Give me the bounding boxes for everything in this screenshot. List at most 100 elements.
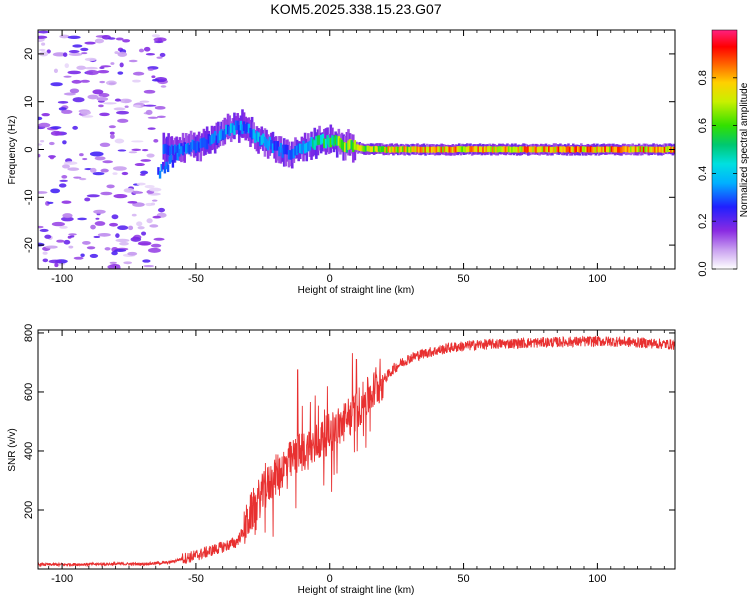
ridge-branch bbox=[171, 159, 175, 168]
noise-blob bbox=[138, 48, 145, 53]
ridge-core bbox=[427, 146, 430, 153]
ridge-core bbox=[559, 146, 562, 153]
ridge-core bbox=[469, 146, 472, 153]
ridge-core bbox=[217, 133, 220, 144]
noise-blob bbox=[53, 68, 58, 73]
ridge-core bbox=[246, 122, 249, 133]
y-tick-label: 800 bbox=[23, 324, 35, 342]
ridge-core bbox=[169, 146, 172, 157]
ridge-core bbox=[411, 146, 414, 153]
noise-blob bbox=[68, 245, 74, 249]
ridge-core bbox=[403, 146, 406, 153]
noise-blob bbox=[112, 172, 118, 175]
ridge-branch bbox=[163, 165, 167, 174]
ridge-core bbox=[462, 146, 466, 153]
ridge-core bbox=[666, 146, 670, 152]
ridge-core bbox=[541, 146, 544, 153]
ridge-core bbox=[568, 147, 572, 153]
noise-blob bbox=[45, 245, 58, 249]
ridge-core bbox=[387, 146, 390, 152]
ridge-core bbox=[300, 144, 304, 155]
ridge-core bbox=[665, 146, 668, 153]
ridge-core bbox=[400, 146, 403, 152]
ridge-core bbox=[506, 146, 509, 153]
ridge-core bbox=[231, 123, 235, 133]
ridge-core bbox=[626, 146, 630, 153]
ridge-core bbox=[604, 146, 607, 153]
noise-blob bbox=[139, 100, 150, 103]
ridge-core bbox=[210, 134, 214, 144]
ridge-core bbox=[575, 146, 578, 153]
ridge-core bbox=[562, 146, 565, 152]
ridge-core bbox=[657, 146, 660, 153]
ridge-core bbox=[310, 137, 313, 147]
noise-blob bbox=[132, 202, 145, 207]
noise-blob bbox=[115, 238, 130, 243]
ridge-core bbox=[594, 147, 597, 153]
ridge-core bbox=[188, 144, 191, 155]
ridge-core bbox=[390, 146, 394, 153]
noise-blob bbox=[151, 75, 156, 79]
ridge-core bbox=[512, 146, 516, 153]
ridge-core bbox=[297, 143, 300, 153]
ridge-core bbox=[350, 140, 353, 150]
ridge-core bbox=[295, 145, 299, 156]
noise-blob bbox=[127, 251, 138, 256]
ridge-core bbox=[546, 146, 549, 153]
noise-blob bbox=[84, 197, 91, 202]
ridge-core bbox=[289, 150, 292, 160]
ridge-core bbox=[308, 140, 312, 151]
ridge-core bbox=[448, 146, 451, 153]
ridge-core bbox=[380, 146, 384, 152]
x-tick-label: -50 bbox=[188, 273, 204, 285]
ridge-core bbox=[416, 146, 419, 153]
noise-blob bbox=[114, 98, 121, 102]
ridge-core bbox=[331, 135, 334, 145]
noise-blob bbox=[50, 126, 62, 130]
ridge-core bbox=[588, 146, 591, 153]
x-tick-label: 100 bbox=[588, 573, 606, 585]
ridge-core bbox=[446, 146, 450, 153]
ridge-core bbox=[366, 145, 369, 152]
ridge-core bbox=[191, 139, 194, 150]
noise-blob bbox=[93, 209, 106, 214]
y-tick-label: 0 bbox=[23, 146, 35, 152]
ridge-core bbox=[260, 135, 263, 145]
ridge-core bbox=[408, 147, 411, 153]
noise-blob bbox=[89, 253, 99, 258]
noise-blob bbox=[71, 79, 82, 84]
ridge-core bbox=[586, 146, 589, 153]
ridge-core bbox=[430, 147, 434, 153]
ridge-core bbox=[167, 145, 170, 156]
ridge-core bbox=[655, 146, 658, 153]
ridge-core bbox=[326, 135, 329, 145]
ridge-core bbox=[263, 136, 267, 147]
snr-x-ticks: -100 -50 0 50 100 bbox=[48, 330, 665, 585]
ridge-core bbox=[413, 146, 416, 153]
ridge-outer bbox=[353, 141, 357, 161]
noise-blob bbox=[38, 35, 48, 39]
ridge-core bbox=[294, 146, 297, 156]
ridge-core bbox=[372, 146, 376, 153]
chart-title: KOM5.2025.338.15.23.G07 bbox=[270, 1, 441, 17]
noise-blob bbox=[46, 49, 51, 54]
ridge-core bbox=[212, 133, 215, 143]
ridge-core bbox=[578, 147, 581, 153]
noise-blob bbox=[108, 125, 116, 129]
ridge-core bbox=[429, 146, 432, 153]
ridge-core bbox=[265, 138, 268, 149]
ridge-core bbox=[339, 138, 342, 148]
ridge-core bbox=[197, 142, 201, 152]
noise-blob bbox=[111, 214, 119, 220]
ridge-core bbox=[531, 146, 535, 153]
ridge-core bbox=[242, 121, 246, 131]
noise-blob bbox=[99, 80, 106, 84]
ridge-core bbox=[482, 147, 485, 153]
y-tick-label: -20 bbox=[23, 237, 35, 253]
ridge-core bbox=[443, 146, 447, 153]
noise-blob bbox=[152, 215, 162, 219]
ridge-core bbox=[567, 146, 570, 152]
ridge-core bbox=[276, 141, 280, 151]
noise-blob bbox=[117, 51, 128, 57]
noise-blob bbox=[51, 221, 65, 227]
